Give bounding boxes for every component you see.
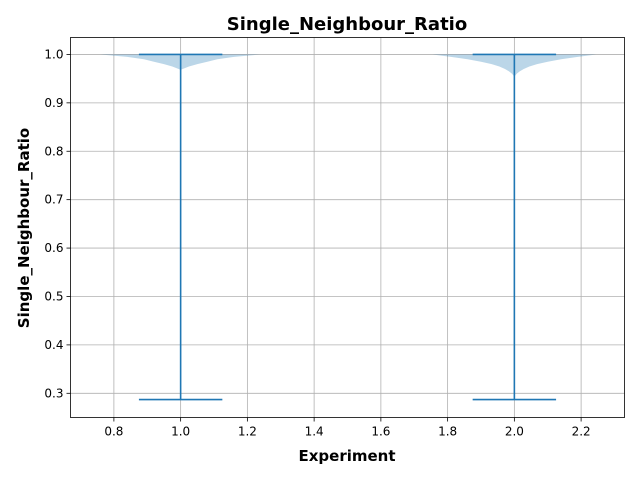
y-tick-label: 0.5 bbox=[44, 289, 63, 303]
x-tick-label: 2.2 bbox=[572, 425, 591, 439]
axis-ticks: 0.8 1.0 1.2 1.4 1.6 1.8 2.0 2.2 0.3 0.4 0.5 0.6 0.7 0… bbox=[44, 47, 590, 438]
y-tick-label: 0.3 bbox=[44, 386, 63, 400]
y-axis-label: Single_Neighbour_Ratio bbox=[15, 128, 33, 328]
y-tick-label: 0.8 bbox=[44, 144, 63, 158]
y-tick-label: 0.4 bbox=[44, 338, 63, 352]
violin-plots bbox=[100, 54, 597, 77]
plot-frame bbox=[70, 37, 625, 418]
y-tick-label: 1.0 bbox=[44, 47, 63, 61]
y-tick-label: 0.7 bbox=[44, 193, 63, 207]
x-tick-label: 1.4 bbox=[305, 425, 324, 439]
x-axis-label: Experiment bbox=[298, 447, 395, 465]
x-tick-label: 0.8 bbox=[104, 425, 123, 439]
violin-stats bbox=[138, 53, 557, 401]
chart-title: Single_Neighbour_Ratio bbox=[227, 14, 467, 35]
y-tick-label: 0.6 bbox=[44, 241, 63, 255]
x-tick-label: 1.6 bbox=[371, 425, 390, 439]
x-tick-label: 1.2 bbox=[238, 425, 257, 439]
y-tick-label: 0.9 bbox=[44, 96, 63, 110]
x-tick-label: 2.0 bbox=[505, 425, 524, 439]
grid bbox=[70, 37, 625, 418]
x-tick-label: 1.0 bbox=[171, 425, 190, 439]
x-tick-label: 1.8 bbox=[438, 425, 457, 439]
